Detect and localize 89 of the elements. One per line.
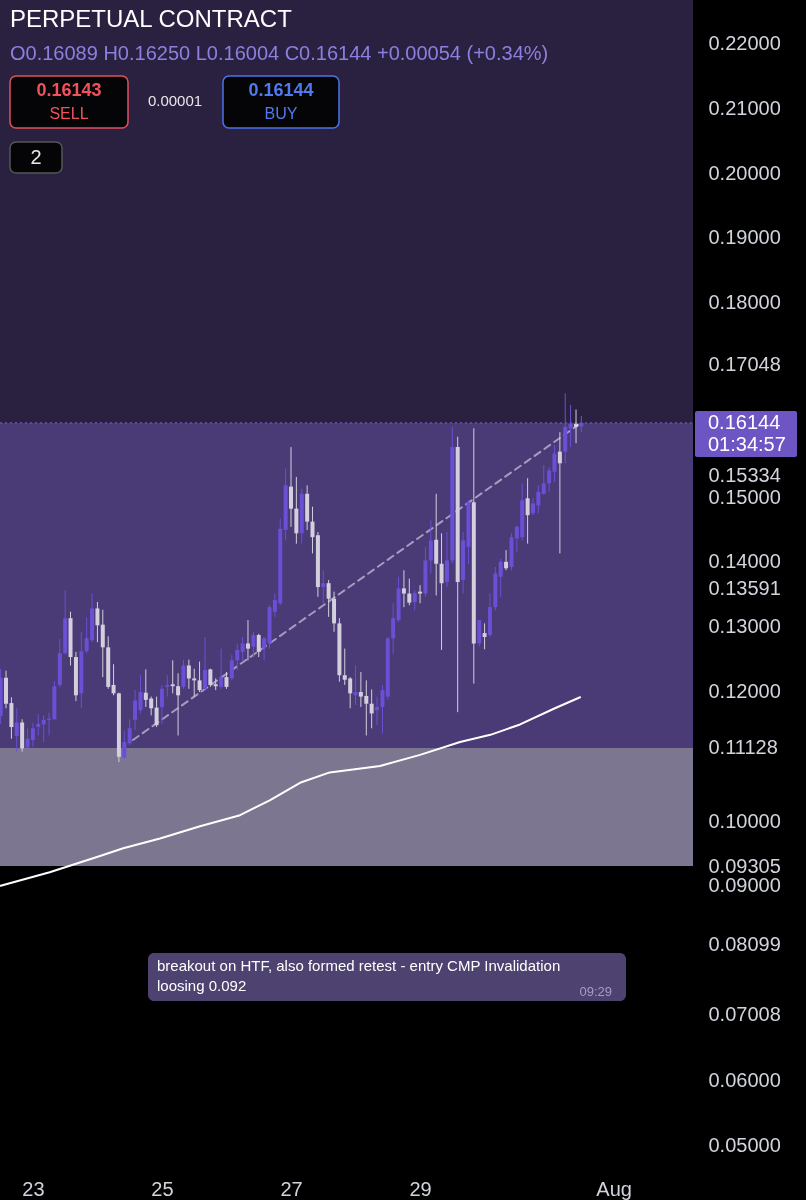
candlestick [262, 636, 267, 661]
y-tick-label: 0.07008 [708, 1003, 781, 1026]
y-tick-label: 0.15334 [708, 463, 781, 486]
candlestick [380, 684, 385, 735]
candlestick [235, 642, 240, 671]
y-tick-label: 0.13000 [708, 615, 781, 638]
line-series [0, 696, 582, 887]
candlestick [477, 619, 482, 648]
y-tick-label: 0.20000 [708, 161, 781, 184]
candlestick [192, 668, 197, 698]
y-tick-label: 0.05000 [708, 1133, 781, 1156]
candlestick [240, 636, 245, 663]
candlestick [133, 689, 138, 731]
candlestick [310, 506, 315, 554]
candlestick [504, 549, 509, 571]
ref-line-label: 0.16144 01:34:57 [708, 410, 786, 455]
y-tick-label: 0.22000 [708, 31, 781, 54]
candlestick [321, 569, 326, 604]
y-tick-label: 0.17048 [708, 352, 781, 375]
candlestick [401, 569, 406, 608]
candlestick [256, 633, 261, 658]
candlestick [203, 636, 207, 691]
candlestick [229, 654, 234, 681]
annotation: 0.16144 [248, 80, 314, 100]
annotation: 0.16143 [36, 80, 102, 100]
candlestick [412, 589, 417, 611]
x-tick-label: 27 [280, 1177, 303, 1200]
candlestick [127, 718, 132, 746]
candlestick [434, 493, 439, 596]
y-tick-label: 0.09000 [708, 874, 781, 897]
candlestick [353, 664, 358, 706]
candlestick [219, 648, 224, 690]
x-tick-label: 29 [409, 1177, 432, 1200]
candlestick [111, 663, 116, 696]
x-tick-label: 25 [151, 1177, 174, 1200]
candlestick [574, 409, 579, 444]
candlestick [186, 659, 191, 690]
candlestick [289, 446, 294, 528]
candlestick [176, 672, 181, 736]
candlestick [326, 579, 331, 618]
candlestick [557, 431, 562, 554]
candlestick [541, 464, 546, 496]
candlestick [245, 619, 250, 661]
y-tick-label: 0.14000 [708, 550, 781, 573]
candlestick [444, 531, 449, 588]
annotation: 0.00001 [147, 92, 203, 109]
candlestick [181, 659, 186, 690]
y-tick-label: 0.21000 [708, 96, 781, 119]
annotation: O0.16089 H0.16250 L0.16004 C0.16144 +0.00054 (+0.34%) [10, 42, 549, 64]
candlestick [439, 532, 444, 651]
y-tick-label: 0.08099 [708, 932, 781, 955]
candlestick [165, 674, 170, 698]
candlestick [30, 722, 35, 748]
annotation: 2 [30, 146, 42, 168]
candlestick [407, 578, 412, 606]
y-tick-label: 0.15000 [708, 485, 781, 508]
candlestick [159, 684, 164, 725]
y-tick-label: 0.12000 [708, 679, 781, 702]
annotation: breakout on HTF, also formed retest - entry CMP Invalidation loosing 0.092 [157, 957, 561, 994]
candlestick [36, 713, 41, 736]
candlestick [525, 477, 530, 545]
y-tick-label: 0.11128 [708, 736, 778, 759]
x-tick-label: Aug [596, 1177, 632, 1200]
y-tick-label: 0.19000 [708, 226, 781, 249]
candlestick [375, 696, 380, 726]
candlestick [197, 661, 202, 693]
y-tick-label: 0.13591 [708, 576, 781, 599]
annotation: SELL [49, 105, 89, 122]
candlestick [418, 584, 423, 604]
candlestick [14, 707, 19, 753]
chart-title: PERPETUAL CONTRACT [10, 5, 293, 32]
x-tick-label: 23 [22, 1177, 45, 1200]
candlestick [369, 688, 374, 729]
candlestick [95, 601, 100, 643]
annotation: BUY [264, 105, 298, 122]
candlestick [391, 602, 396, 655]
candlestick [251, 631, 256, 658]
candlestick [122, 729, 127, 760]
candlestick [498, 558, 503, 598]
annotation: 09:29 [579, 984, 612, 999]
y-tick-label: 0.10000 [708, 809, 781, 832]
candlestick [170, 659, 175, 694]
candlestick [100, 609, 105, 678]
candlestick [482, 622, 487, 650]
candlestick [154, 696, 159, 728]
candlestick [428, 519, 433, 574]
y-tick-label: 0.18000 [708, 291, 781, 314]
y-tick-label: 0.06000 [708, 1068, 781, 1091]
y-tick-label: 0.09305 [708, 854, 781, 877]
